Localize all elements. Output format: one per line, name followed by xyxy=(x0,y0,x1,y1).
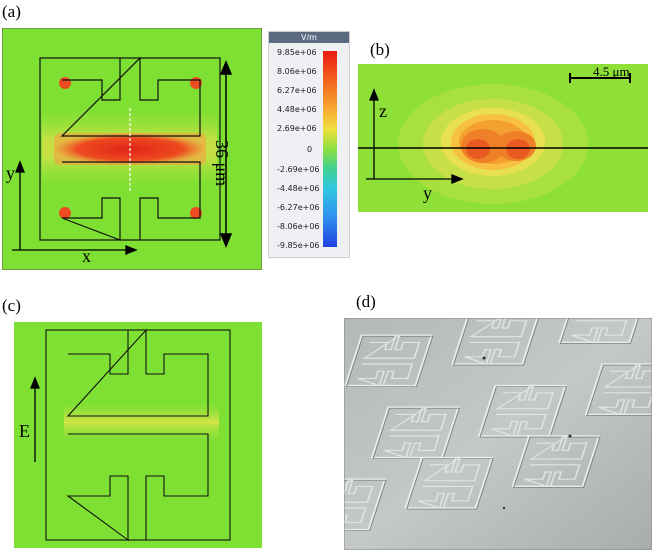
panel-d-sem-image xyxy=(297,290,654,551)
colorbar-tick: 2.69e+06 xyxy=(277,124,317,133)
panel-c-field-label: E xyxy=(19,421,30,441)
panel-c-label: (c) xyxy=(2,296,21,315)
panel-c-field-map xyxy=(14,322,262,548)
colorbar-tick: -4.48e+06 xyxy=(277,184,320,193)
colorbar-ticks: 9.85e+06 8.06e+06 6.27e+06 4.48e+06 2.69… xyxy=(277,48,321,250)
colorbar-tick: -2.69e+06 xyxy=(277,165,320,174)
panel-a-field-map xyxy=(1,27,263,271)
panel-a-label: (a) xyxy=(2,2,21,21)
panel-b-scalebar-label: 4.5 μm xyxy=(593,64,630,79)
colorbar: V/m 9.85e+06 8.06e+06 6.27e+06 4.48e+06 … xyxy=(268,31,350,258)
panel-b-z-axis-label: z xyxy=(379,101,387,121)
colorbar-tick: -6.27e+06 xyxy=(277,203,320,212)
panel-a-y-axis-label: y xyxy=(6,163,15,183)
panel-a-dimension: 36 μm xyxy=(212,140,232,187)
panel-b-y-axis-label: y xyxy=(423,183,432,203)
colorbar-tick: 9.85e+06 xyxy=(277,48,317,57)
colorbar-tick: 8.06e+06 xyxy=(277,67,317,76)
colorbar-tick: 6.27e+06 xyxy=(277,86,317,95)
panel-b-field-map xyxy=(358,64,648,212)
panel-a-x-axis-label: x xyxy=(82,246,91,266)
colorbar-unit: V/m xyxy=(269,32,349,43)
colorbar-tick: 0 xyxy=(307,145,313,154)
panel-b-label: (b) xyxy=(370,40,390,59)
colorbar-tick: 4.48e+06 xyxy=(277,105,317,114)
colorbar-gradient xyxy=(323,51,337,247)
colorbar-tick: -8.06e+06 xyxy=(277,222,320,231)
colorbar-tick: -9.85e+06 xyxy=(277,241,320,250)
panel-d-label: (d) xyxy=(356,292,376,311)
